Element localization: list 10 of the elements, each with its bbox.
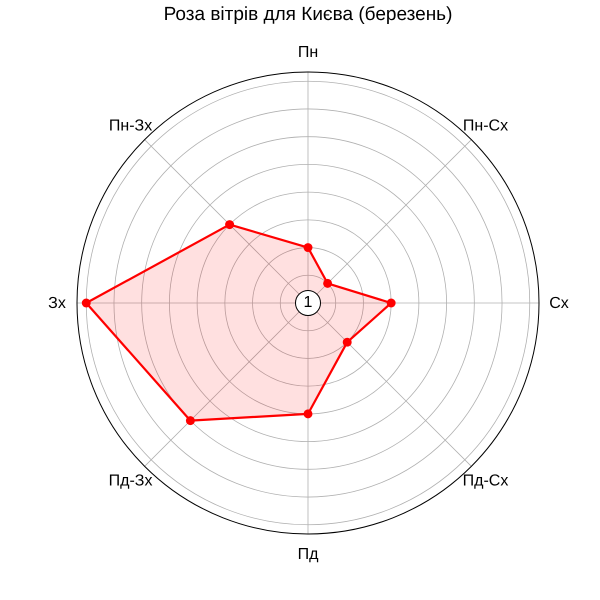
chart-title: Роза вітрів для Києва (березень) — [164, 4, 452, 25]
text: 1 — [295, 290, 321, 316]
spoke-label: Сх — [549, 295, 569, 312]
spoke-label: Пд — [298, 546, 320, 563]
spoke-label: Пн-Зх — [108, 118, 152, 135]
spoke-label: Пд-Сх — [462, 472, 508, 490]
spoke-label: Пд-Зх — [108, 472, 152, 490]
spoke-label: Зх — [48, 295, 66, 312]
spoke-label: Пн-Сх — [462, 118, 508, 135]
spoke-label: Пн — [298, 44, 318, 61]
